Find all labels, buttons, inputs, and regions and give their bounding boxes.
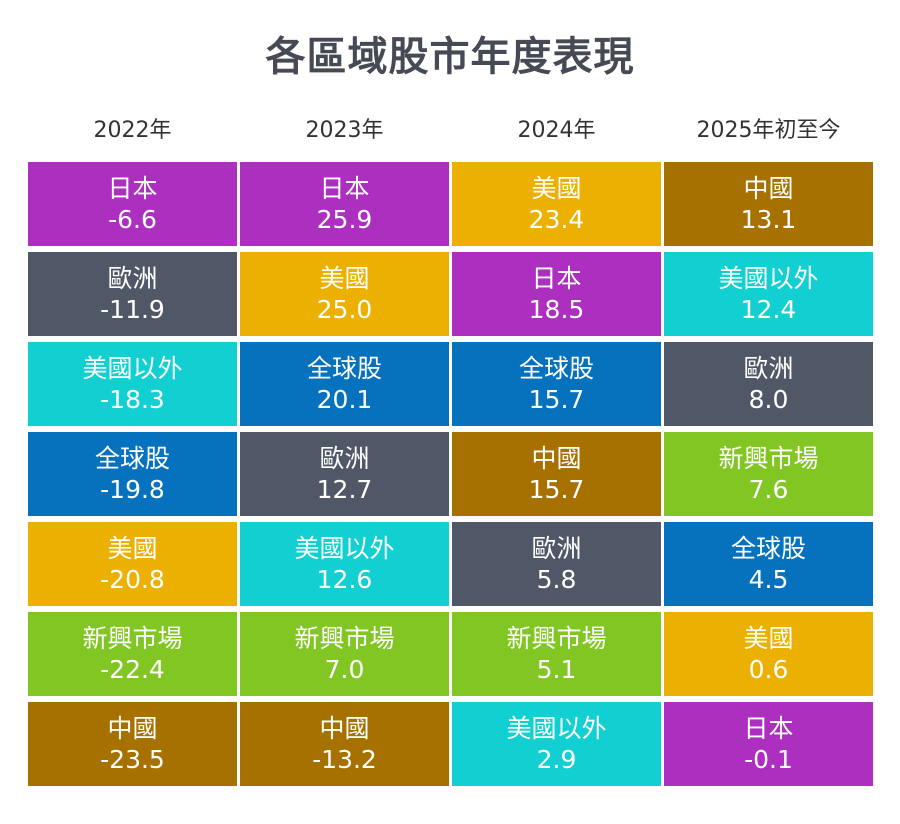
return-value: 18.5 xyxy=(528,295,585,324)
region-label: 全球股 xyxy=(94,443,170,473)
table-cell: 歐洲 12.7 xyxy=(240,432,449,516)
return-value: 5.1 xyxy=(536,655,577,684)
region-label: 美國以外 xyxy=(294,533,395,563)
region-label: 全球股 xyxy=(306,353,382,383)
region-label: 全球股 xyxy=(730,533,806,563)
region-label: 歐洲 xyxy=(743,353,794,383)
region-label: 中國 xyxy=(319,713,370,743)
table-cell: 日本 18.5 xyxy=(452,252,661,336)
region-label: 美國 xyxy=(743,623,794,653)
region-label: 日本 xyxy=(319,173,370,203)
table-cell: 新興市場 7.6 xyxy=(664,432,873,516)
table-cell: 全球股 15.7 xyxy=(452,342,661,426)
table-cell: 日本 25.9 xyxy=(240,162,449,246)
region-label: 美國 xyxy=(531,173,582,203)
region-label: 美國以外 xyxy=(506,713,607,743)
table-cell: 中國 15.7 xyxy=(452,432,661,516)
column-header: 2024年 xyxy=(517,118,596,143)
table-cell: 美國以外 -18.3 xyxy=(28,342,237,426)
return-value: 13.1 xyxy=(740,205,797,234)
table-cell: 美國 0.6 xyxy=(664,612,873,696)
return-value: 7.6 xyxy=(748,475,789,504)
table-cell: 新興市場 5.1 xyxy=(452,612,661,696)
region-label: 新興市場 xyxy=(294,623,395,653)
return-value: 20.1 xyxy=(316,385,373,414)
return-value: 23.4 xyxy=(528,205,585,234)
table-cell: 全球股 -19.8 xyxy=(28,432,237,516)
region-label: 歐洲 xyxy=(319,443,370,473)
return-value: 12.4 xyxy=(740,295,797,324)
return-value: 12.6 xyxy=(316,565,373,594)
chart-title: 各區域股市年度表現 xyxy=(265,34,635,80)
return-value: -13.2 xyxy=(312,745,377,774)
table-cell: 中國 -23.5 xyxy=(28,702,237,786)
region-label: 日本 xyxy=(107,173,158,203)
table-cell: 全球股 20.1 xyxy=(240,342,449,426)
table-cell: 新興市場 7.0 xyxy=(240,612,449,696)
return-value: 0.6 xyxy=(748,655,789,684)
region-label: 新興市場 xyxy=(506,623,607,653)
region-label: 歐洲 xyxy=(531,533,582,563)
region-label: 中國 xyxy=(107,713,158,743)
return-value: 15.7 xyxy=(528,475,585,504)
table-cell: 新興市場 -22.4 xyxy=(28,612,237,696)
column-header: 2022年 xyxy=(93,118,172,143)
column-header: 2023年 xyxy=(305,118,384,143)
return-value: 4.5 xyxy=(748,565,789,594)
return-value: 2.9 xyxy=(536,745,577,774)
region-label: 新興市場 xyxy=(82,623,183,653)
column-header: 2025年初至今 xyxy=(696,118,841,143)
table-cell: 美國 -20.8 xyxy=(28,522,237,606)
region-label: 美國以外 xyxy=(82,353,183,383)
region-label: 中國 xyxy=(531,443,582,473)
table-cell: 中國 -13.2 xyxy=(240,702,449,786)
region-label: 新興市場 xyxy=(718,443,819,473)
return-value: -19.8 xyxy=(100,475,165,504)
table-cell: 美國以外 12.4 xyxy=(664,252,873,336)
region-label: 日本 xyxy=(743,713,794,743)
region-label: 日本 xyxy=(531,263,582,293)
return-value: 8.0 xyxy=(748,385,789,414)
region-label: 歐洲 xyxy=(107,263,158,293)
table-cell: 美國 23.4 xyxy=(452,162,661,246)
return-value: 7.0 xyxy=(324,655,365,684)
region-label: 美國 xyxy=(319,263,370,293)
table-cell: 中國 13.1 xyxy=(664,162,873,246)
table-cell: 日本 -0.1 xyxy=(664,702,873,786)
return-value: -18.3 xyxy=(100,385,165,414)
table-cell: 美國 25.0 xyxy=(240,252,449,336)
table-cell: 全球股 4.5 xyxy=(664,522,873,606)
return-value: 12.7 xyxy=(316,475,373,504)
return-value: -0.1 xyxy=(744,745,793,774)
return-value: 15.7 xyxy=(528,385,585,414)
table-cell: 日本 -6.6 xyxy=(28,162,237,246)
region-label: 美國 xyxy=(107,533,158,563)
region-label: 中國 xyxy=(743,173,794,203)
table-cell: 歐洲 -11.9 xyxy=(28,252,237,336)
return-value: 25.0 xyxy=(316,295,373,324)
return-value: -23.5 xyxy=(100,745,165,774)
return-value: 5.8 xyxy=(536,565,577,594)
return-value: -11.9 xyxy=(100,295,165,324)
return-value: -6.6 xyxy=(108,205,157,234)
table-cell: 歐洲 8.0 xyxy=(664,342,873,426)
return-value: 25.9 xyxy=(316,205,373,234)
return-value: -20.8 xyxy=(100,565,165,594)
return-value: -22.4 xyxy=(100,655,165,684)
region-label: 美國以外 xyxy=(718,263,819,293)
table-cell: 歐洲 5.8 xyxy=(452,522,661,606)
region-label: 全球股 xyxy=(518,353,594,383)
table-cell: 美國以外 12.6 xyxy=(240,522,449,606)
table-cell: 美國以外 2.9 xyxy=(452,702,661,786)
